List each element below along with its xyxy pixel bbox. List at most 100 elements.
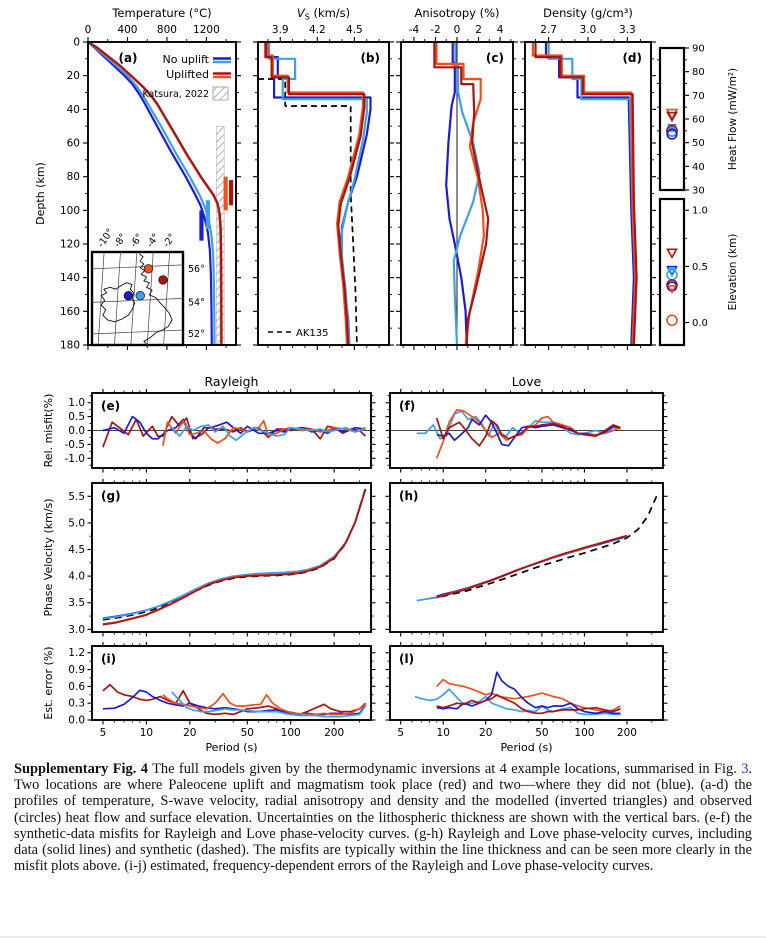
x-tick-label: 3.3 [619,24,636,36]
panel-frame [389,482,664,633]
curve-no-uplift-2 [102,488,367,620]
depth-tick-label: 140 [60,272,80,284]
x-tick-label: 3.0 [580,24,597,36]
axis-title: Density (g/cm³) [543,6,633,20]
period-tick-label: 100 [574,727,594,739]
figure-canvas: 0 400 800 1200020406080100120140160180Tempe… [34,6,739,754]
x-tick-label: 2 [475,24,482,36]
x-tick-label: -4 [409,24,420,36]
curve-no-uplift-2 [87,41,216,346]
panel-e-rayleigh-misfit: 1.0 0.5 0.0 -0.5 -1.0 Rayleigh (e) Rel. misfit(… [42,374,376,473]
legend-katsura-label: Katsura, 2022 [142,89,209,100]
period-tick-label: 5 [100,727,107,739]
panel-label: (b) [360,51,380,65]
map-lon-label: -2° [161,232,178,250]
y-tick-label: 0.0 [68,715,85,727]
curve-uplifted-2 [87,41,223,346]
depth-tick-label: 100 [60,205,80,217]
y-tick-label: 0.3 [68,698,85,710]
graticule-meridian [97,252,105,345]
curve-no-uplift-1 [436,414,621,447]
map-lat-label: 52° [188,329,205,340]
panel-label: (l) [399,652,414,666]
curve-no-uplift-2 [171,691,367,718]
panel-a-legend: No uplift Uplifted Katsura, 2022 [142,53,231,101]
y-tick-label: 3.5 [68,597,85,609]
side-tick-label: 30 [692,186,705,197]
curve-uplifted-1 [435,42,485,346]
map-lat-label: 54° [188,297,205,308]
x-tick-label: 3.9 [272,24,289,36]
x-axis-title: Period (s) [500,741,552,754]
period-tick-label: 20 [479,727,492,739]
caption-text-1: The full models given by the thermodynam… [147,761,742,777]
side-axis-title: Heat Flow (mW/m²) [727,68,739,170]
triangle-marker-orange [665,108,679,121]
depth-tick-label: 180 [60,340,80,352]
y-tick-label: 0.0 [68,425,85,437]
panel-c-anisotropy: -4 -2 0 2 4 Anisotropy (%) (c) [396,6,518,350]
side-tick-label: 0.5 [692,262,708,273]
axis-title: Anisotropy (%) [414,6,499,20]
triangle-marker-dark_red [666,248,678,260]
graticule-meridian [130,252,138,345]
side-axis-title: Elevation (km) [727,234,739,311]
y-axis-title: Est. error (%) [42,646,55,719]
triangle-marker-orange [667,285,677,294]
figure-caption: Supplementary Fig. 4 The full models giv… [0,755,766,874]
panel-label: (f) [399,399,415,413]
curve-no-uplift-1 [436,671,621,715]
curve-uplifted-1 [162,692,367,716]
y-tick-label: 0.9 [68,664,85,676]
y-tick-label: 5.5 [68,491,85,503]
panel-frame [658,197,686,347]
period-tick-label: 200 [324,727,344,739]
location-dot-dark_blue [123,291,134,301]
caption-bold-label: Supplementary Fig. 4 [14,761,148,777]
panel-frame [389,645,664,721]
x-tick-label: 800 [157,24,177,36]
fig3-link[interactable]: 3 [741,761,749,777]
side-tick-label: 80 [692,67,705,78]
period-tick-label: 200 [617,727,637,739]
y-tick-label: 0.6 [68,681,85,693]
panel-elevation: 0.0 0.5 1.0 Elevation (km) [657,197,739,347]
location-dot-dark_red [158,275,168,285]
period-tick-label: 20 [183,727,196,739]
map-content [92,252,183,345]
y-tick-label: -1.0 [65,453,86,465]
panel-label: (c) [486,51,504,65]
y-tick-label: 3.0 [68,624,85,636]
depth-tick-label: 40 [67,104,80,116]
y-tick-label: 1.0 [68,397,85,409]
panel-b-ak135-legend: AK135 [268,328,329,339]
x-tick-label: 0 [85,24,92,36]
depth-tick-label: 0 [73,37,80,49]
side-tick-label: 1.0 [692,206,708,217]
panel-b-vs: 3.9 4.2 4.5 VS (km/s) (b) [253,6,394,350]
map-lat-label: 56° [188,264,205,275]
side-tick-label: 0.0 [692,318,708,329]
depth-tick-label: 80 [67,171,80,183]
circle-marker-dark_blue [666,128,678,140]
period-tick-label: 50 [535,727,548,739]
curve-uplifted-2 [436,693,621,715]
panel-f-love-misfit: Love (f) [385,374,668,473]
curve-ak135 [102,487,367,621]
panel-frame [257,41,390,346]
side-tick-label: 90 [692,44,705,55]
graticule-parallel [92,264,183,270]
curve-uplifted-1 [436,678,621,713]
location-dot-light_blue [135,291,145,301]
side-tick-label: 50 [692,138,705,149]
depth-tick-label: 60 [67,138,80,150]
legend-uplifted-label: Uplifted [166,68,209,81]
period-tick-label: 50 [241,727,254,739]
panel-label: (i) [101,652,116,666]
curve-no-uplift-1 [102,689,367,716]
y-tick-label: 1.2 [68,647,85,659]
panel-d-density: 2.7 3.0 3.3 Density (g/cm³) (d) [520,6,656,350]
curve-ak135 [258,78,358,346]
map-lon-label: -10° [96,227,117,250]
